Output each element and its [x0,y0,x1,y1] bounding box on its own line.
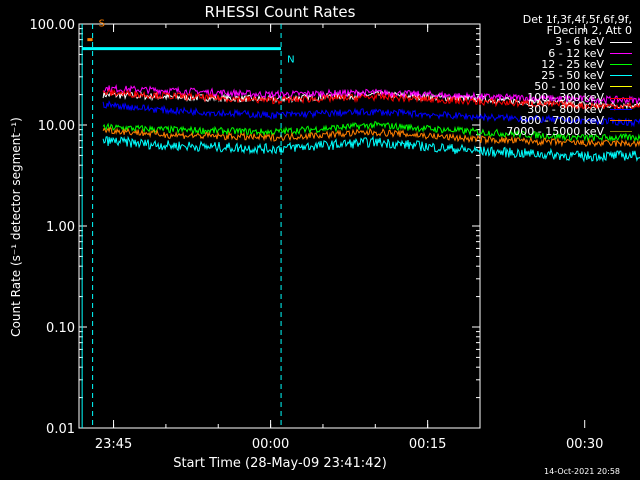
legend-entry: 3 - 6 keV [462,35,632,49]
legend-swatch [610,119,632,121]
legend-swatch [610,75,632,77]
legend-entry: 800 - 7000 keV [462,115,632,126]
legend-swatch [610,131,632,133]
legend-header-line-2: FDecim 2, Att 0 [546,24,632,38]
plot-frame: 0.01 0.10 1.00 10.00 100.00 23:45 00:00 00:15 00… [30,18,604,452]
legend-header-line-1: Det 1f,3f,4f,5f,6f,9f, [522,13,632,26]
legend-entry-label: 7000 - 15000 keV [506,125,604,139]
legend-swatch [610,52,632,54]
chart-title: RHESSI Count Rates [205,3,356,21]
legend-entry-label: 3 - 6 keV [555,35,604,49]
legend-swatch [610,97,632,99]
legend: Det 1f,3f,4f,5f,6f,9f, FDecim 2, Att 0 3… [462,14,632,137]
legend-entry-label: 12 - 25 keV [541,57,604,71]
legend-entry: 25 - 50 keV [462,70,632,81]
legend-swatch [610,108,632,110]
legend-entry-label: 800 - 7000 keV [520,113,604,127]
series-line [102,100,640,128]
legend-swatch [610,41,632,43]
series-line [102,120,640,143]
x-tick-label: 23:45 [95,437,132,452]
series-line [102,88,640,112]
legend-rows: 3 - 6 keV 6 - 12 keV 12 - 25 keV 25 - 50 ke… [462,36,632,137]
legend-entry-label: 100 - 300 keV [527,91,604,105]
y-tick-label: 1.00 [46,220,75,235]
timestamp: 14-Oct-2021 20:58 [544,467,620,476]
legend-entry: 300 - 800 keV [462,102,632,116]
x-tick-label: 00:00 [252,437,289,452]
legend-entry-label: 25 - 50 keV [541,69,604,83]
legend-entry: 6 - 12 keV [462,46,632,60]
legend-entry: 7000 - 15000 keV [462,126,632,137]
legend-entry: 100 - 300 keV [462,91,632,105]
legend-entry-label: 300 - 800 keV [527,102,604,116]
y-axis-label: Count Rate (s⁻¹ detector segment⁻¹) [9,117,23,337]
legend-entry: 12 - 25 keV [462,59,632,70]
y-tick-label: 10.00 [38,119,75,134]
y-tick-label: 0.10 [46,321,75,336]
legend-swatch [610,63,632,65]
flag-label: S [99,19,105,30]
series-layer [102,83,640,163]
flag-overlay-layer: SN [81,19,295,428]
legend-entry-label: 6 - 12 keV [548,46,604,60]
series-line [102,127,640,148]
y-tick-label: 0.01 [46,422,75,437]
legend-entry-label: 50 - 100 keV [534,80,604,94]
flag-label: N [287,55,294,66]
x-tick-label: 00:30 [566,437,603,452]
series-line [102,135,640,163]
y-tick-label: 100.00 [30,18,76,33]
x-axis-label: Start Time (28-May-09 23:41:42) [173,456,387,471]
legend-entry: 50 - 100 keV [462,81,632,92]
legend-swatch [610,86,632,88]
x-tick-label: 00:15 [409,437,446,452]
series-line [102,83,640,106]
